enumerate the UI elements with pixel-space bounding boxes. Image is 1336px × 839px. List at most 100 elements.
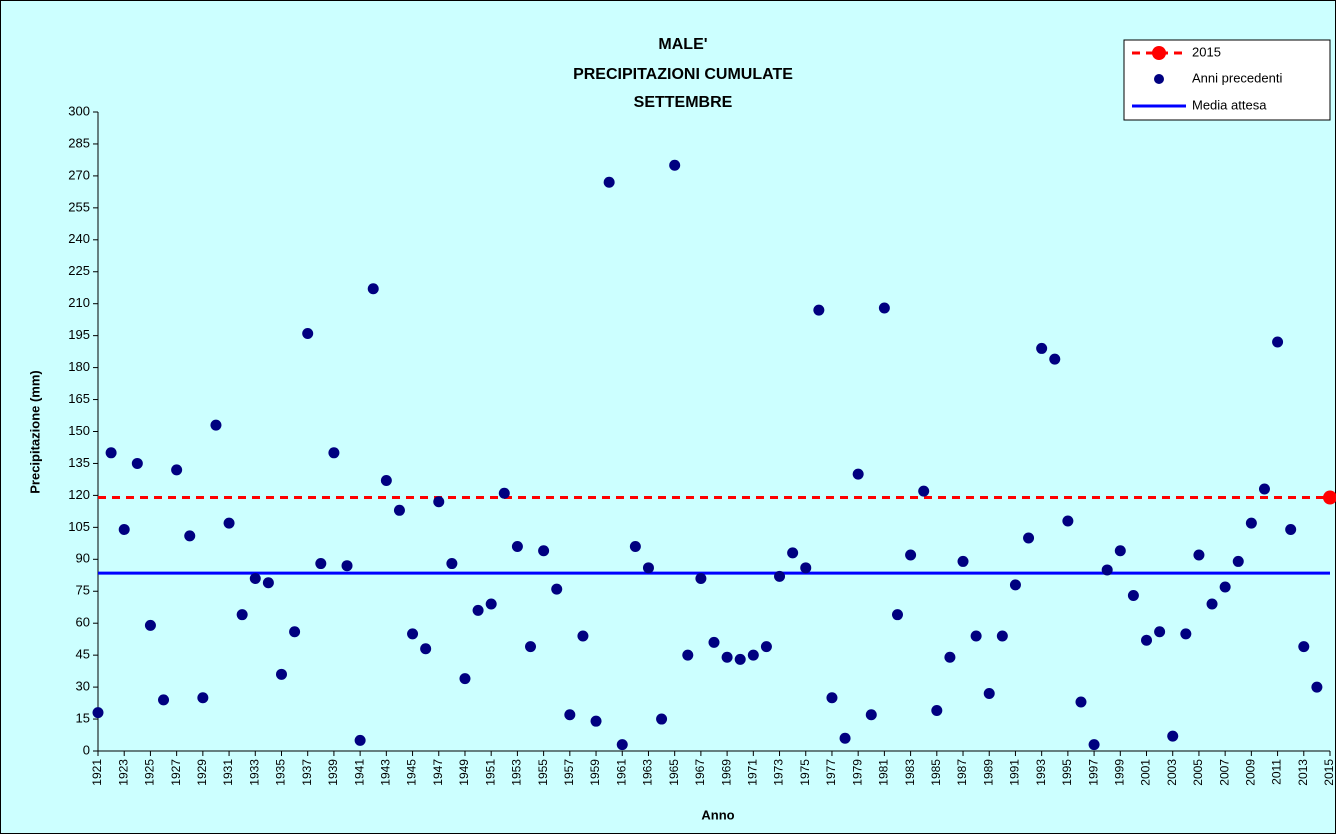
y-tick-label: 0 [83, 742, 90, 757]
x-tick-label: 1975 [798, 759, 812, 786]
x-tick-label: 1927 [169, 759, 183, 786]
data-point [1114, 545, 1126, 557]
x-tick-label: 1981 [877, 759, 891, 786]
chart-title: MALE' [658, 36, 707, 53]
data-point [197, 692, 209, 704]
y-tick-label: 240 [68, 231, 90, 246]
data-point [446, 558, 458, 570]
x-tick-label: 1923 [116, 759, 130, 786]
y-tick-label: 135 [68, 455, 90, 470]
data-point [1193, 549, 1205, 561]
data-point [996, 630, 1008, 642]
data-point [144, 619, 156, 631]
data-point [1272, 336, 1284, 348]
data-point [1167, 730, 1179, 742]
y-tick-label: 165 [68, 391, 90, 406]
x-tick-label: 1955 [536, 759, 550, 786]
y-tick-label: 75 [76, 583, 90, 598]
data-point [774, 570, 786, 582]
data-point [669, 159, 681, 171]
x-tick-label: 1939 [326, 759, 340, 786]
x-tick-label: 1965 [667, 759, 681, 786]
data-point [315, 558, 327, 570]
x-tick-label: 1963 [641, 759, 655, 786]
x-tick-label: 1967 [693, 759, 707, 786]
x-tick-label: 1941 [352, 759, 366, 786]
data-point [341, 560, 353, 572]
legend-marker [1152, 46, 1166, 60]
y-axis-label: Precipitazione (mm) [27, 370, 42, 494]
data-point [511, 541, 523, 553]
data-point [275, 668, 287, 680]
x-tick-label: 1989 [981, 759, 995, 786]
data-point [551, 583, 563, 595]
data-point [1298, 641, 1310, 653]
data-point [118, 523, 130, 535]
x-tick-label: 1937 [300, 759, 314, 786]
y-tick-label: 45 [76, 647, 90, 662]
x-tick-label: 2015 [1322, 759, 1336, 786]
data-point [485, 598, 497, 610]
x-tick-label: 1979 [850, 759, 864, 786]
chart-title: SETTEMBRE [634, 94, 733, 111]
y-tick-label: 60 [76, 615, 90, 630]
x-tick-label: 1985 [929, 759, 943, 786]
legend-label: 2015 [1192, 44, 1221, 59]
data-point [433, 496, 445, 508]
data-point [184, 530, 196, 542]
data-point [354, 734, 366, 746]
data-point [249, 572, 261, 584]
y-tick-label: 180 [68, 359, 90, 374]
y-tick-label: 105 [68, 519, 90, 534]
chart-title: PRECIPITAZIONI CUMULATE [573, 66, 793, 83]
x-tick-label: 1931 [221, 759, 235, 786]
data-point [223, 517, 235, 529]
x-tick-label: 1961 [614, 759, 628, 786]
data-point [957, 555, 969, 567]
data-point [1049, 353, 1061, 365]
x-tick-label: 1987 [955, 759, 969, 786]
data-point [1062, 515, 1074, 527]
x-tick-label: 1951 [483, 759, 497, 786]
data-point [826, 692, 838, 704]
data-point [380, 474, 392, 486]
x-tick-label: 2007 [1217, 759, 1231, 786]
x-tick-label: 1949 [457, 759, 471, 786]
y-tick-label: 90 [76, 551, 90, 566]
data-point [970, 630, 982, 642]
y-tick-label: 210 [68, 295, 90, 310]
x-tick-label: 1935 [274, 759, 288, 786]
x-tick-label: 1959 [588, 759, 602, 786]
x-tick-label: 1969 [719, 759, 733, 786]
data-point [865, 709, 877, 721]
x-tick-label: 1953 [510, 759, 524, 786]
data-point [590, 715, 602, 727]
data-point [407, 628, 419, 640]
data-point [708, 636, 720, 648]
data-point [878, 302, 890, 314]
y-tick-label: 285 [68, 135, 90, 150]
data-point [891, 609, 903, 621]
data-point [1036, 342, 1048, 354]
x-tick-label: 1921 [90, 759, 104, 786]
x-tick-label: 2001 [1139, 759, 1153, 786]
data-point [852, 468, 864, 480]
data-point [525, 641, 537, 653]
x-axis-label: Anno [701, 807, 734, 822]
data-point [171, 464, 183, 476]
data-point [210, 419, 222, 431]
data-point [236, 609, 248, 621]
x-tick-label: 1999 [1112, 759, 1126, 786]
data-point [1023, 532, 1035, 544]
data-point [695, 572, 707, 584]
data-point [459, 673, 471, 685]
y-tick-label: 300 [68, 103, 90, 118]
data-point [498, 487, 510, 499]
data-point [931, 705, 943, 717]
data-point [1311, 681, 1323, 693]
x-tick-label: 2011 [1270, 759, 1284, 785]
data-point [105, 447, 117, 459]
data-point [918, 485, 930, 497]
